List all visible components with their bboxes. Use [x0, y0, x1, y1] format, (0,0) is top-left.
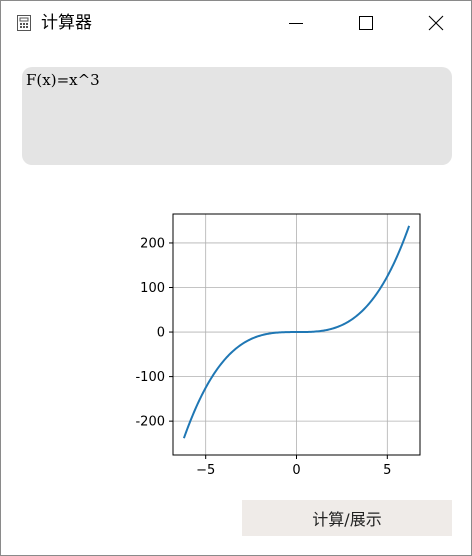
maximize-button[interactable] [331, 1, 401, 45]
x-tick-label: 5 [383, 463, 391, 478]
calculator-icon [17, 15, 31, 31]
x-tick-label: 0 [292, 463, 300, 478]
y-tick-label: -200 [135, 415, 165, 430]
plot-ticks: −5 0 5 -200 -100 0 100 200 [135, 236, 391, 478]
x-tick-label: −5 [196, 463, 215, 478]
title-bar[interactable]: 计算器 [1, 1, 471, 45]
function-plot: −5 0 5 -200 -100 0 100 200 [135, 213, 421, 478]
window-title: 计算器 [41, 13, 92, 33]
compute-show-button[interactable]: 计算/展示 [242, 500, 452, 536]
y-tick-label: 200 [140, 236, 165, 251]
minimize-button[interactable] [261, 1, 331, 45]
minimize-icon [289, 23, 303, 24]
formula-input[interactable]: F(x)=x^3 [22, 67, 452, 165]
maximize-icon [359, 16, 373, 30]
function-curve [182, 225, 411, 439]
y-tick-label: 100 [140, 281, 165, 296]
close-icon [428, 15, 444, 31]
close-button[interactable] [401, 1, 471, 45]
plot-grid [173, 214, 420, 455]
y-tick-label: -100 [135, 370, 165, 385]
y-tick-label: 0 [157, 326, 165, 341]
